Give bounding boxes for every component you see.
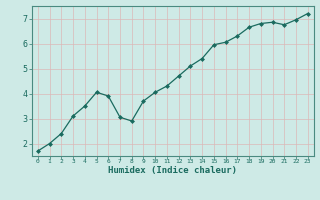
X-axis label: Humidex (Indice chaleur): Humidex (Indice chaleur) [108, 166, 237, 175]
